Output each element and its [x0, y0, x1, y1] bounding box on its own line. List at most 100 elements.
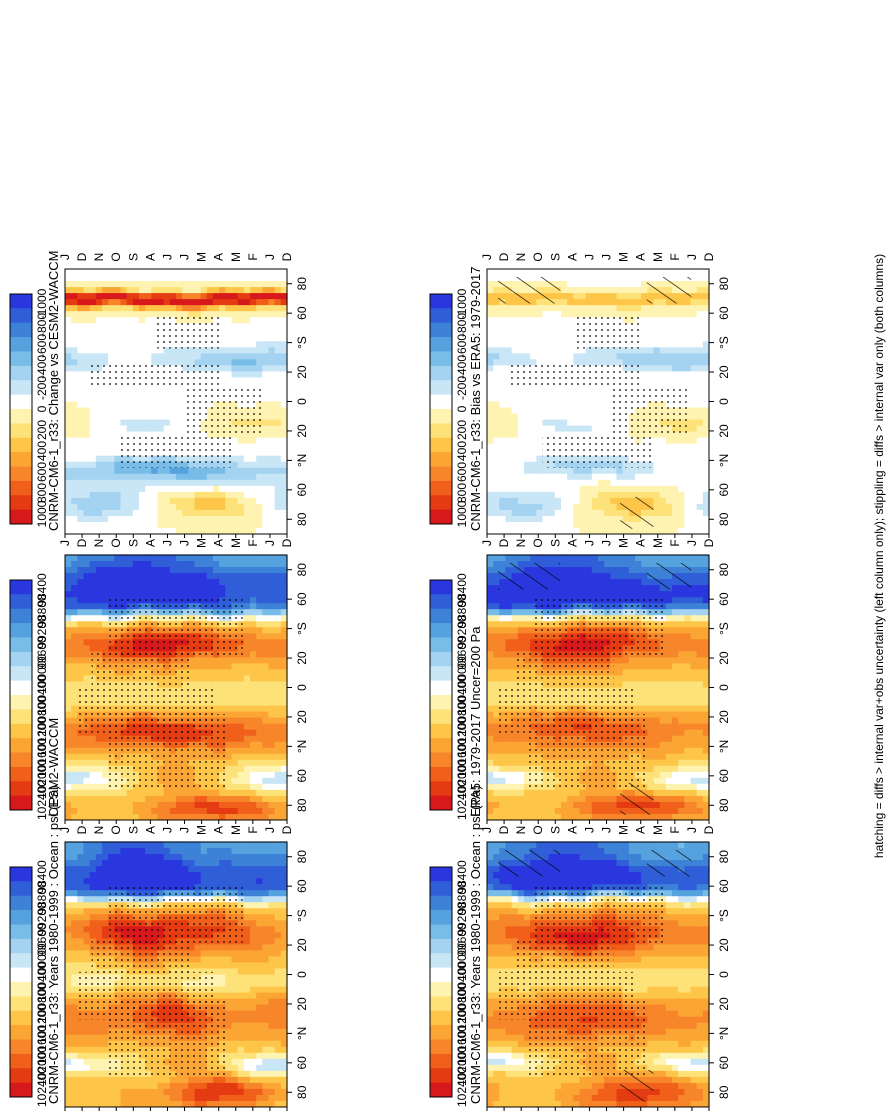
heatmap-cell [530, 1088, 537, 1095]
heatmap-cell [487, 608, 494, 616]
heatmap-cell [268, 913, 276, 921]
heatmap-cell [653, 723, 661, 730]
heatmap-cell [268, 1034, 276, 1041]
heatmap-cell [83, 1064, 91, 1071]
heatmap-cell [690, 901, 698, 909]
heatmap-cell [487, 865, 494, 873]
heatmap-cell [511, 644, 519, 652]
heatmap-cell [268, 895, 276, 903]
heatmap-cell [256, 1076, 263, 1083]
heatmap-cell [635, 578, 642, 586]
heatmap-cell [653, 735, 661, 742]
heatmap-cell [280, 877, 288, 885]
heatmap-cell [690, 795, 698, 802]
heatmap-cell [622, 560, 630, 568]
heatmap-cell [641, 674, 648, 682]
heatmap-cell [487, 698, 494, 706]
heatmap-cell [653, 991, 661, 999]
heatmap-cell [493, 955, 500, 963]
heatmap-cell [89, 925, 97, 933]
heatmap-cell [678, 717, 685, 724]
lat-tick-label: 20 [295, 997, 309, 1011]
heatmap-cell [176, 1076, 183, 1083]
heatmap-cell [653, 967, 661, 975]
heatmap-cell [610, 795, 618, 802]
colorbar-swatch [430, 665, 452, 681]
month-tick-label: S [548, 826, 562, 834]
heatmap-cell [493, 741, 500, 748]
heatmap-cell [672, 680, 679, 688]
heatmap-cell [493, 1034, 500, 1041]
heatmap-cell [114, 859, 122, 867]
heatmap-cell [542, 807, 550, 814]
heatmap-cell [102, 925, 109, 933]
heatmap-cell [151, 853, 159, 861]
heatmap-cell [200, 877, 208, 885]
heatmap-cell [256, 949, 263, 957]
heatmap-cell [517, 907, 525, 915]
heatmap-cell [194, 853, 202, 861]
heatmap-cell [262, 1040, 270, 1047]
heatmap-cell [702, 717, 710, 724]
heatmap-cell [237, 1100, 245, 1107]
heatmap-cell [653, 656, 661, 664]
heatmap-cell [499, 901, 507, 909]
heatmap-cell [517, 1076, 525, 1083]
heatmap-cell [511, 889, 519, 897]
heatmap-cell [499, 1046, 507, 1053]
heatmap-cell [536, 877, 544, 885]
heatmap-cell [684, 931, 692, 939]
heatmap-cell [274, 1058, 282, 1065]
heatmap-cell [206, 943, 214, 951]
heatmap-cell [206, 1082, 214, 1089]
heatmap-cell [274, 871, 282, 879]
heatmap-cell [231, 961, 239, 969]
heatmap-cell [225, 841, 233, 849]
heatmap-cell [274, 1070, 282, 1077]
heatmap-cell [622, 949, 630, 957]
heatmap-cell [65, 937, 72, 945]
heatmap-cell [102, 895, 109, 903]
heatmap-cell [579, 566, 587, 574]
heatmap-cell [71, 1028, 78, 1035]
heatmap-cell [647, 949, 655, 957]
heatmap-cell [684, 759, 692, 766]
heatmap-cell [262, 841, 270, 849]
heatmap-cell [702, 871, 710, 879]
heatmap-cell [659, 1016, 667, 1023]
heatmap-cell [591, 871, 599, 879]
heatmap-cell [65, 1094, 72, 1101]
heatmap-cell [71, 955, 78, 963]
heatmap-cell [610, 813, 618, 820]
colorbar-swatch [430, 909, 452, 925]
heatmap-cell [505, 1028, 513, 1035]
heatmap-cell [280, 895, 288, 903]
heatmap-cell [505, 813, 513, 820]
heatmap-cell [554, 877, 562, 885]
heatmap-cell [678, 973, 685, 981]
heatmap-cell [206, 877, 214, 885]
month-tick-label: J [58, 827, 72, 833]
heatmap-cell [243, 979, 251, 987]
heatmap-cell [678, 632, 685, 640]
heatmap-cell [280, 1034, 288, 1041]
heatmap-cell [237, 967, 245, 975]
heatmap-cell [145, 859, 152, 867]
heatmap-cell [616, 578, 624, 586]
heatmap-cell [243, 877, 251, 885]
heatmap-cell [139, 1088, 146, 1095]
heatmap-cell [653, 877, 661, 885]
heatmap-cell [89, 919, 97, 927]
heatmap-cell [548, 877, 556, 885]
heatmap-cell [250, 1016, 257, 1023]
colorbar-swatch [430, 637, 452, 652]
heatmap-cell [250, 997, 257, 1005]
heatmap-cell [83, 1034, 91, 1041]
heatmap-cell [684, 626, 692, 634]
heatmap-cell [684, 771, 692, 778]
heatmap-cell [628, 859, 636, 867]
heatmap-cell [511, 795, 519, 802]
heatmap-cell [702, 961, 710, 969]
heatmap-cell [659, 961, 667, 969]
heatmap-cell [108, 1100, 115, 1107]
